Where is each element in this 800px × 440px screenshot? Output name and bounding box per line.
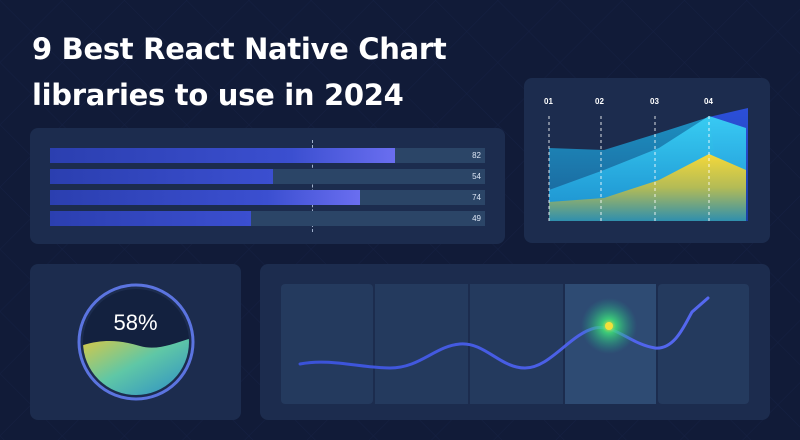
bar-row: 74 [50, 190, 485, 205]
area-tick-label: 04 [704, 97, 713, 106]
highlight-point [605, 322, 613, 330]
line-chart-panel [260, 264, 770, 420]
line-chart-column [658, 284, 749, 404]
bar-row: 54 [50, 169, 485, 184]
line-chart-svg [281, 284, 749, 404]
bar-chart-panel: 82 54 74 49 [30, 128, 505, 244]
bar-fill [50, 169, 273, 184]
area-chart-svg [548, 108, 748, 223]
title-line-2: libraries to use in 2024 [32, 78, 404, 112]
bar-row: 49 [50, 211, 485, 226]
area-series-front [549, 154, 746, 221]
gauge-liquid [83, 336, 189, 395]
line-chart-column [281, 284, 373, 404]
bar-row: 82 [50, 148, 485, 163]
area-tick-label: 03 [650, 97, 659, 106]
gauge-percent-label: 58% [113, 310, 158, 335]
line-chart-column [470, 284, 563, 404]
page-title: 9 Best React Native Chart libraries to u… [32, 26, 512, 118]
bar-value-label: 74 [472, 193, 481, 202]
bar-value-label: 49 [472, 214, 481, 223]
area-tick-label: 01 [544, 97, 553, 106]
gauge-svg [77, 283, 195, 401]
bar-fill [50, 211, 251, 226]
bar-fill [50, 190, 360, 205]
bar-value-label: 54 [472, 172, 481, 181]
gauge-panel: 58% [30, 264, 241, 420]
bar-fill [50, 148, 395, 163]
area-chart-panel: 01 02 03 04 [524, 78, 770, 243]
gauge-outer-ring [77, 283, 195, 401]
bar-chart-marker-line [312, 140, 313, 232]
line-chart-wave [298, 296, 710, 370]
title-line-1: 9 Best React Native Chart [32, 32, 447, 66]
bar-value-label: 82 [472, 151, 481, 160]
area-tick-label: 02 [595, 97, 604, 106]
